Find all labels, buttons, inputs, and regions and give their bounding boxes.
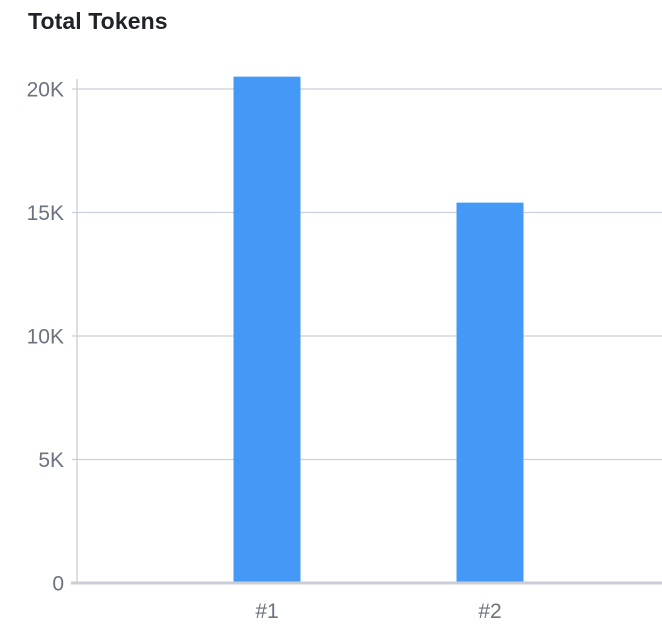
x-axis-labels: #1 #2 [255,600,501,623]
axes [71,79,662,585]
bar-1[interactable] [233,76,301,584]
bar-2[interactable] [456,202,524,583]
x-tick-label: #2 [478,600,501,623]
y-tick-label: 10K [27,326,64,349]
y-axis-labels: 0 5K 10K 15K 20K [27,79,64,596]
y-tick-label: 20K [27,79,64,102]
grid-lines [72,88,662,461]
y-tick-label: 0 [52,573,64,596]
y-tick-label: 15K [27,202,64,225]
y-tick-label: 5K [38,449,64,472]
x-tick-label: #1 [255,600,278,623]
bars [233,76,524,584]
chart-title: Total Tokens [28,8,168,34]
